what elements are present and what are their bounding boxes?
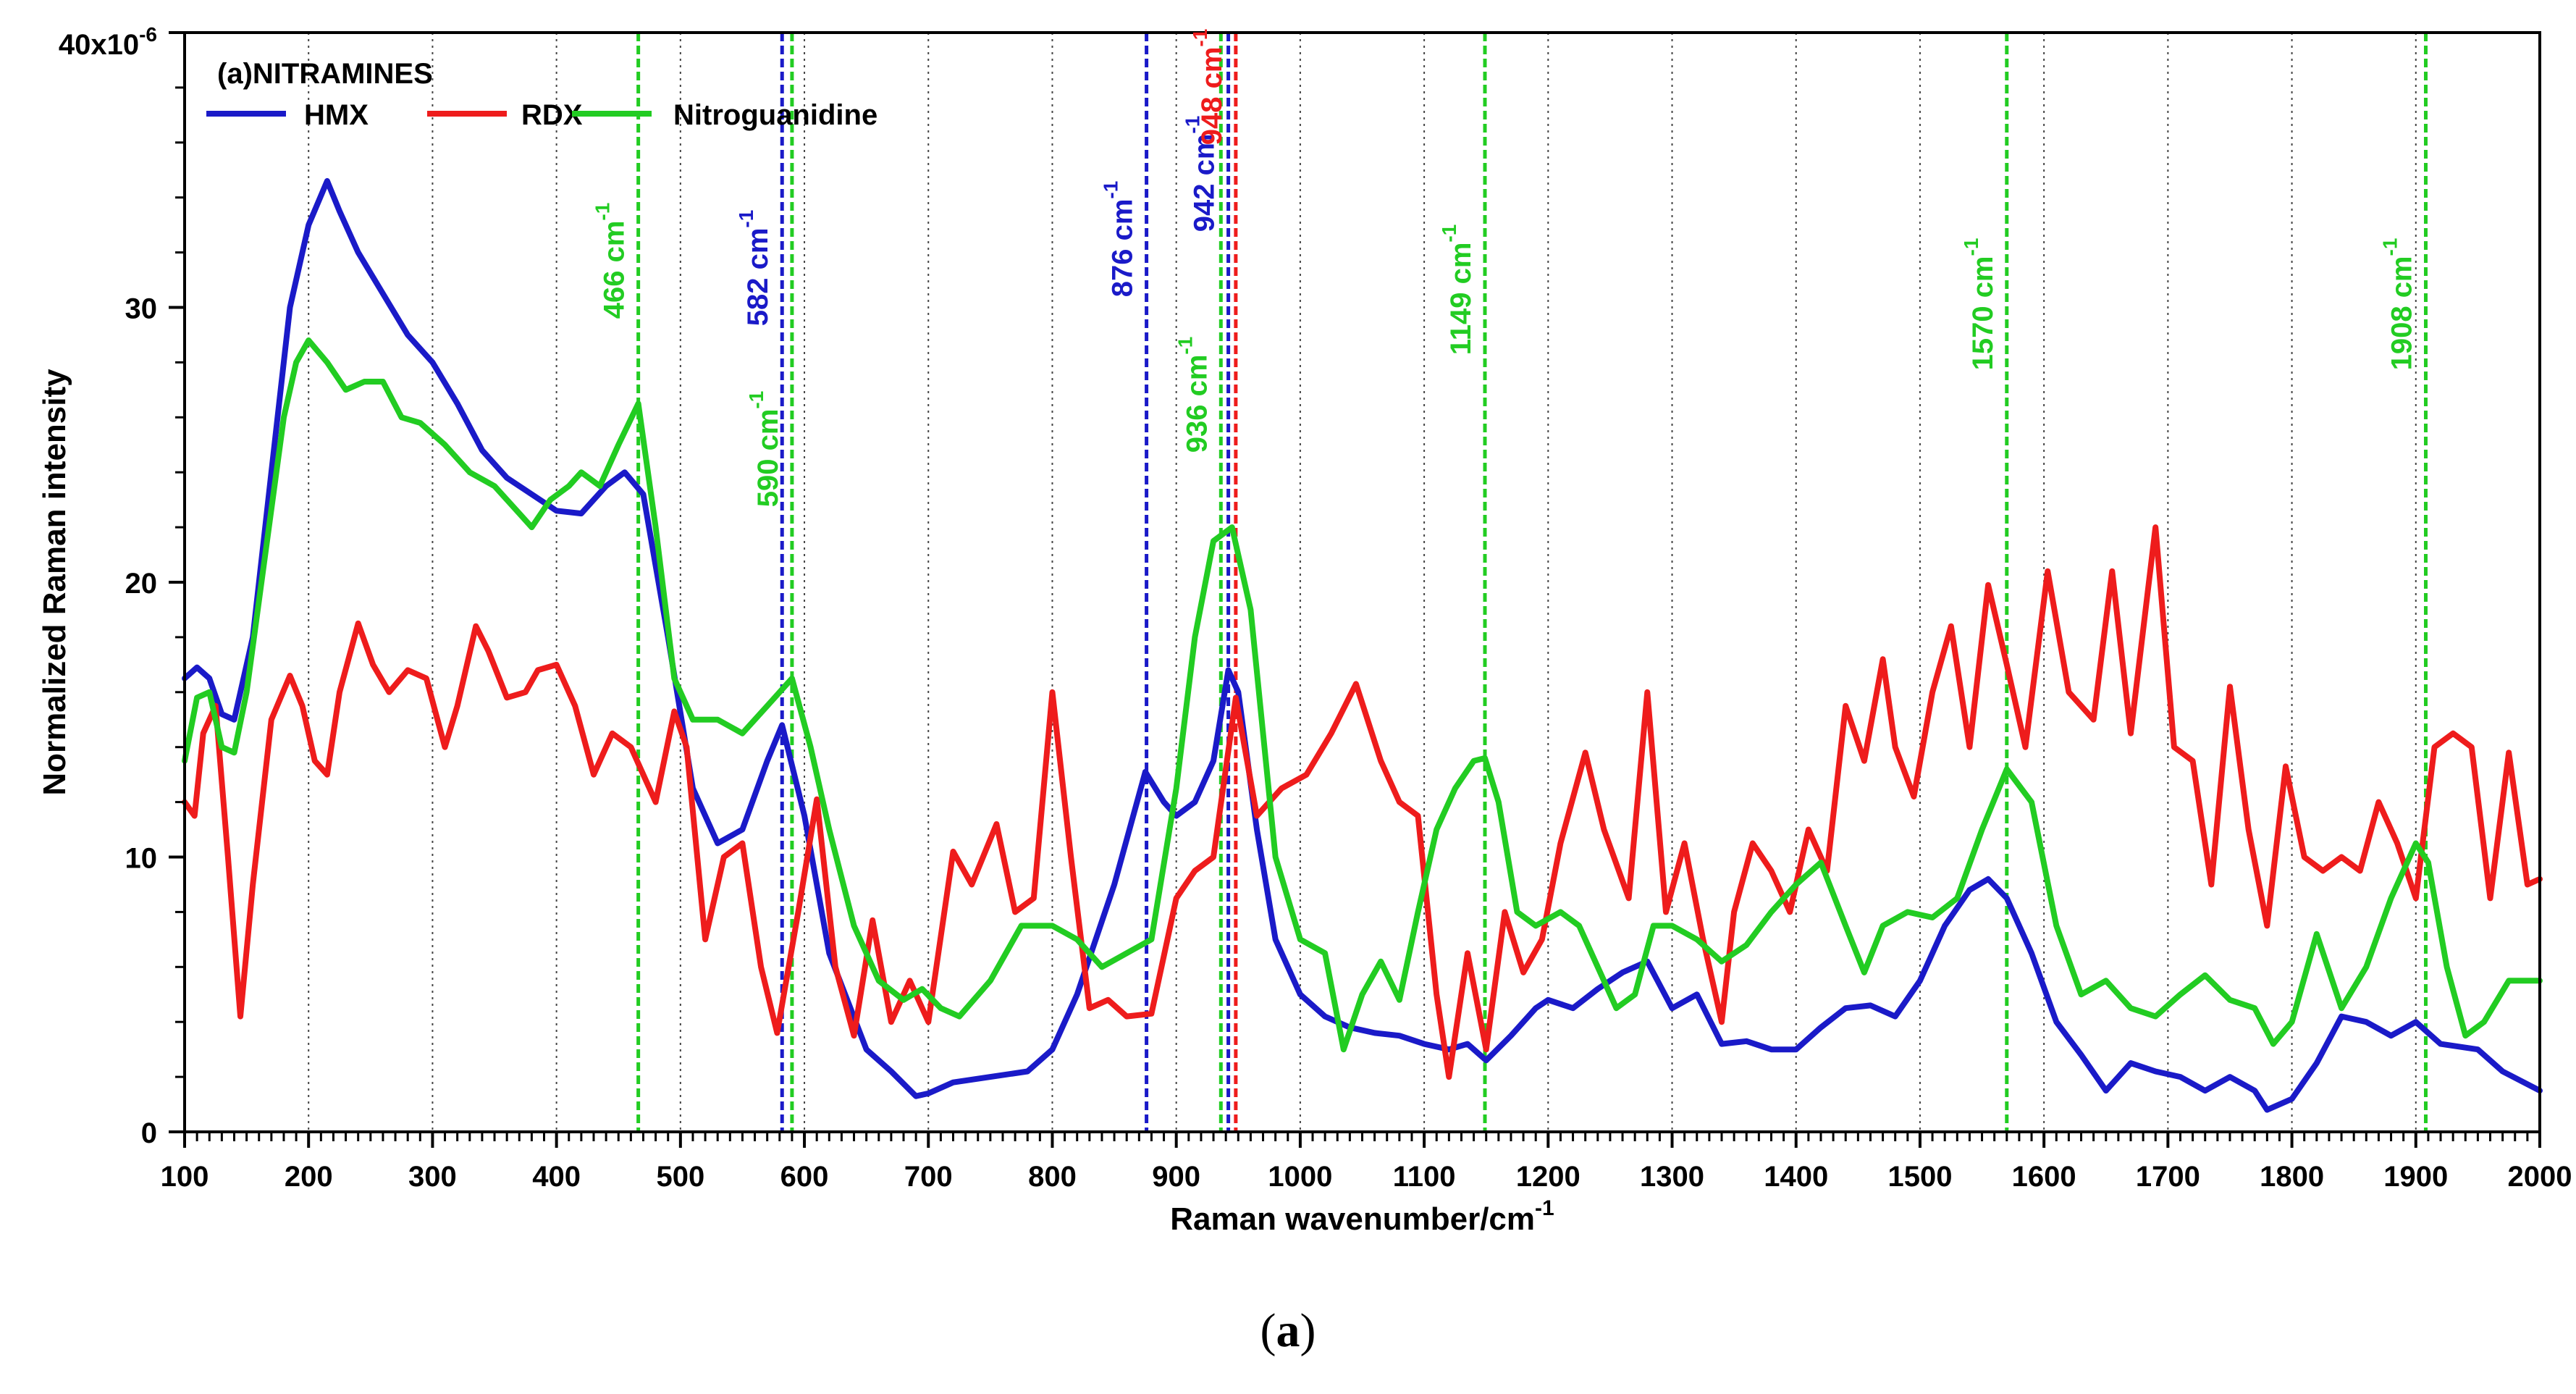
x-tick-label: 700 [904, 1161, 953, 1193]
x-tick-label: 1400 [1764, 1161, 1828, 1193]
x-tick-label: 1700 [2136, 1161, 2200, 1193]
peak-label: 942 cm-1 [1182, 116, 1221, 232]
peak-label-exponent: -1 [2378, 238, 2401, 256]
x-tick-label: 500 [656, 1161, 704, 1193]
y-top-tick-label-exponent: -6 [139, 23, 157, 46]
legend-label-hmx: HMX [304, 99, 369, 131]
peak-label-value: 1570 cm [1967, 256, 1999, 370]
caption-close: ) [1300, 1304, 1316, 1357]
caption-open: ( [1260, 1304, 1276, 1357]
peak-label-value: 466 cm [599, 221, 631, 319]
series-layer [182, 177, 2543, 1113]
x-tick-label: 200 [285, 1161, 333, 1193]
x-tick-label: 400 [532, 1161, 581, 1193]
peak-label-value: 876 cm [1107, 199, 1139, 298]
x-tick-label: 1500 [1887, 1161, 1952, 1193]
x-tick-label: 300 [408, 1161, 457, 1193]
x-tick-label: 1600 [2012, 1161, 2076, 1193]
x-tick-label: 100 [161, 1161, 209, 1193]
y-axis-title: Normalized Raman intensity [37, 369, 72, 796]
peak-label-value: 948 cm [1196, 47, 1228, 146]
series-line-hmx [182, 177, 2543, 1113]
y-top-tick-label: 40x10-6 [59, 23, 157, 61]
y-tick-label: 0 [141, 1117, 157, 1149]
x-tick-label: 1300 [1640, 1161, 1704, 1193]
peak-label-exponent: -1 [1960, 238, 1982, 256]
x-axis-title: Raman wavenumber/cm-1 [1170, 1196, 1554, 1237]
x-tick-label: 800 [1028, 1161, 1077, 1193]
peak-label: 1570 cm-1 [1960, 238, 1999, 371]
peak-label: 936 cm-1 [1174, 337, 1213, 453]
peak-label-exponent: -1 [1189, 29, 1211, 47]
y-tick-label: 10 [125, 843, 158, 875]
peak-label-exponent: -1 [1100, 181, 1122, 199]
peak-label-value: 590 cm [752, 409, 784, 508]
peak-label-value: 942 cm [1189, 134, 1221, 232]
raman-spectrum-chart: 100 200 300 400 500 600 700 800 900 1000 1100 1200 1… [37, 23, 2572, 1237]
peak-label: 466 cm-1 [592, 203, 631, 319]
panel-label: (a)NITRAMINES [217, 58, 433, 90]
series-line-rdx [182, 524, 2543, 1080]
figure-caption: (a) [0, 1303, 2576, 1359]
peak-label: 590 cm-1 [745, 391, 784, 508]
peak-label: 876 cm-1 [1100, 181, 1139, 298]
peak-label-exponent: -1 [745, 391, 767, 409]
peak-label: 948 cm-1 [1189, 29, 1228, 146]
peak-label: 1908 cm-1 [2378, 238, 2417, 371]
axis-layer: 100 200 300 400 500 600 700 800 900 1000 1100 1200 1… [37, 23, 2572, 1237]
plot-frame [183, 31, 2541, 1133]
peak-label-exponent: -1 [1174, 337, 1196, 355]
y-tick-label: 20 [125, 568, 158, 600]
x-tick-label: 1900 [2383, 1161, 2448, 1193]
x-tick-label: 1000 [1268, 1161, 1332, 1193]
y-tick-label: 30 [125, 293, 158, 325]
x-tick-label: 600 [780, 1161, 829, 1193]
y-top-tick-label-base: 40x10 [59, 29, 139, 61]
peak-label-value: 582 cm [742, 228, 774, 327]
x-tick-label: 900 [1152, 1161, 1200, 1193]
peak-label: 582 cm-1 [735, 210, 774, 327]
peak-marker-layer [636, 33, 2428, 1132]
x-axis-title-exponent: -1 [1535, 1196, 1554, 1220]
legend-label-nitroguanidine: Nitroguanidine [673, 99, 877, 131]
series-line-nitroguanidine [182, 337, 2543, 1053]
x-tick-label: 2000 [2508, 1161, 2572, 1193]
grid-layer [308, 33, 2417, 1132]
x-axis-title-text: Raman wavenumber/cm [1170, 1201, 1535, 1237]
peak-label-exponent: -1 [592, 203, 614, 221]
caption-letter: a [1276, 1304, 1300, 1357]
peak-label-exponent: -1 [735, 210, 757, 228]
peak-label-value: 1908 cm [2386, 256, 2417, 370]
peak-label-exponent: -1 [1438, 224, 1460, 243]
peak-label: 1149 cm-1 [1438, 224, 1477, 356]
x-tick-label: 1200 [1516, 1161, 1580, 1193]
x-tick-label: 1100 [1393, 1161, 1456, 1193]
peak-label-exponent: -1 [1182, 116, 1204, 134]
peak-label-value: 1149 cm [1445, 243, 1477, 356]
peak-label-value: 936 cm [1181, 355, 1213, 453]
x-tick-label: 1800 [2260, 1161, 2324, 1193]
